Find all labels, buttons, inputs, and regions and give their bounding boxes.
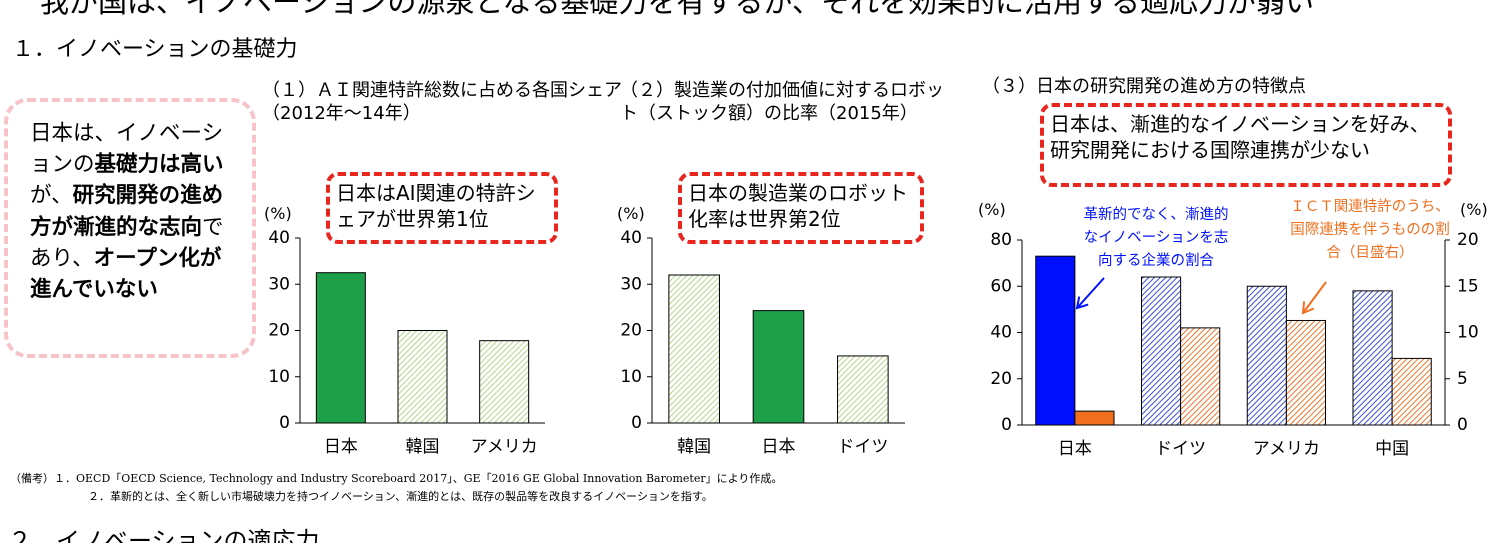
x-tick-label: ドイツ	[1155, 439, 1206, 459]
x-tick-label: アメリカ	[471, 437, 538, 457]
next-heading: ２．イノベーションの適応力	[8, 527, 320, 543]
y-tick-label: 30	[268, 274, 290, 294]
legend-arrow	[1076, 277, 1105, 309]
bar	[397, 330, 448, 424]
legend-arrowhead	[1075, 296, 1089, 310]
y-tick-label: 10	[620, 367, 642, 387]
y-tick-label: 0	[279, 413, 290, 433]
y2-tick-label: 10	[1457, 323, 1479, 343]
y-tick-label: 60	[990, 276, 1012, 296]
chart-title: （３）日本の研究開発の進め方の特徴点	[982, 76, 1306, 97]
summary-text: 基礎力は高い	[94, 152, 224, 178]
bar	[668, 274, 720, 424]
bar	[1074, 410, 1115, 426]
chart-title: （１）ＡＩ関連特許総数に占める各国シェア（2012年～14年）	[262, 80, 622, 124]
x-tick-label: 韓国	[677, 437, 711, 457]
bar	[1285, 319, 1327, 426]
x-tick-label: 日本	[324, 437, 358, 457]
summary-text: であり、	[30, 214, 224, 271]
bar	[1035, 255, 1076, 426]
y-unit: (%)	[617, 204, 645, 223]
note: （備考）１．OECD「OECD Science, Technology and …	[10, 472, 783, 485]
bar	[479, 340, 530, 424]
note: ２．革新的とは、全く新しい市場破壊力を持つイノベーション、漸進的とは、既存の製品…	[88, 490, 713, 503]
bar	[1352, 290, 1393, 426]
y-tick-label: 30	[620, 274, 642, 294]
y2-tick-label: 20	[1457, 230, 1479, 250]
bar	[1391, 357, 1432, 426]
x-tick-label: 韓国	[406, 437, 440, 457]
y-tick-label: 20	[268, 321, 290, 341]
y2-unit: (%)	[1460, 200, 1488, 219]
y-tick-label: 20	[620, 321, 642, 341]
bar	[1180, 327, 1221, 426]
y-tick-label: 40	[990, 323, 1012, 343]
section-heading: １．イノベーションの基礎力	[12, 37, 298, 62]
y-unit: (%)	[264, 204, 292, 223]
bar	[837, 355, 889, 424]
x-tick-label: ドイツ	[837, 437, 888, 457]
y-tick-label: 40	[268, 228, 290, 248]
summary-text: 日本は、イノベーションの	[30, 121, 224, 178]
chart-title: （２）製造業の付加価値に対するロボット（ストック額）の比率（2015年）	[620, 80, 944, 124]
summary-box: 日本は、イノベーションの基礎力は高いが、研究開発の進め方が漸進的な志向であり、オ…	[4, 98, 256, 358]
legend-label: 革新的でなく、漸進的なイノベーションを志向する企業の割合	[1083, 207, 1229, 270]
bar	[1246, 285, 1287, 426]
y-tick-label: 0	[631, 413, 642, 433]
summary-text: 研究開発の進め方が漸進的な志向	[30, 183, 224, 240]
summary-text: オープン化が進んでいない	[30, 245, 222, 302]
y-tick-label: 80	[990, 230, 1012, 250]
x-tick-label: 日本	[762, 437, 796, 457]
y-unit: (%)	[978, 200, 1006, 219]
y-tick-label: 20	[990, 369, 1012, 389]
bar	[1140, 276, 1182, 426]
y2-tick-label: 0	[1457, 415, 1468, 435]
x-tick-label: 日本	[1058, 439, 1092, 459]
y2-tick-label: 5	[1457, 369, 1468, 389]
bar	[315, 272, 366, 424]
legend-arrowhead	[1301, 301, 1315, 315]
y-tick-label: 10	[268, 367, 290, 387]
x-tick-label: 中国	[1375, 439, 1409, 459]
page-title: 我が国は、イノベーションの源泉となる基礎力を有するが、それを効果的に活用する適応…	[40, 0, 1314, 19]
callout: 日本の製造業のロボット化率は世界第2位	[678, 172, 924, 244]
x-tick-label: アメリカ	[1253, 439, 1320, 459]
y-tick-label: 0	[1001, 415, 1012, 435]
summary-text: が、	[30, 183, 73, 209]
y2-tick-label: 15	[1457, 276, 1479, 296]
legend-label: ＩＣＴ関連特許のうち、国際連携を伴うものの割合（目盛右）	[1290, 199, 1450, 262]
callout: 日本は、漸進的なイノベーションを好み、研究開発における国際連携が少ない	[1040, 103, 1452, 187]
bar	[752, 310, 805, 424]
legend-arrow	[1302, 281, 1327, 314]
callout: 日本はAI関連の特許シェアが世界第1位	[326, 172, 558, 244]
y-tick-label: 40	[620, 228, 642, 248]
